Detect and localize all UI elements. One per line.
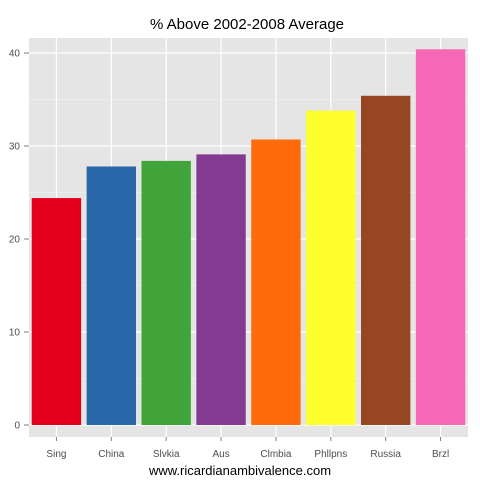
credit-text: www.ricardianambivalence.com — [148, 463, 331, 478]
y-tick-label: 0 — [14, 421, 20, 432]
y-axis: 0 10 20 30 40 — [9, 49, 29, 432]
x-tick-label: Clmbia — [260, 449, 292, 460]
bar-brzl — [415, 49, 466, 425]
x-tick-label: China — [98, 449, 125, 460]
bar-sing — [31, 198, 82, 425]
x-tick-label: Sing — [46, 449, 66, 460]
y-tick-label: 30 — [9, 142, 21, 153]
chart-title: % Above 2002-2008 Average — [150, 16, 344, 33]
bar-slvkia — [141, 160, 191, 425]
y-tick-label: 20 — [9, 235, 21, 246]
x-tick-label: Aus — [212, 449, 229, 460]
x-tick-label: Slvkia — [153, 449, 180, 460]
x-axis: Sing China Slvkia Aus Clmbia Phllpns Russia Brz… — [46, 437, 449, 460]
bar-russia — [360, 95, 411, 425]
bar-aus — [196, 154, 246, 425]
bar-clmbia — [251, 139, 301, 426]
x-tick-label: Phllpns — [314, 449, 347, 460]
bar-phllpns — [306, 110, 356, 425]
bar-china — [86, 166, 137, 425]
y-tick-label: 40 — [9, 49, 21, 60]
y-tick-label: 10 — [9, 328, 21, 339]
x-tick-label: Brzl — [432, 449, 449, 460]
bars — [31, 49, 466, 426]
x-tick-label: Russia — [370, 449, 401, 460]
